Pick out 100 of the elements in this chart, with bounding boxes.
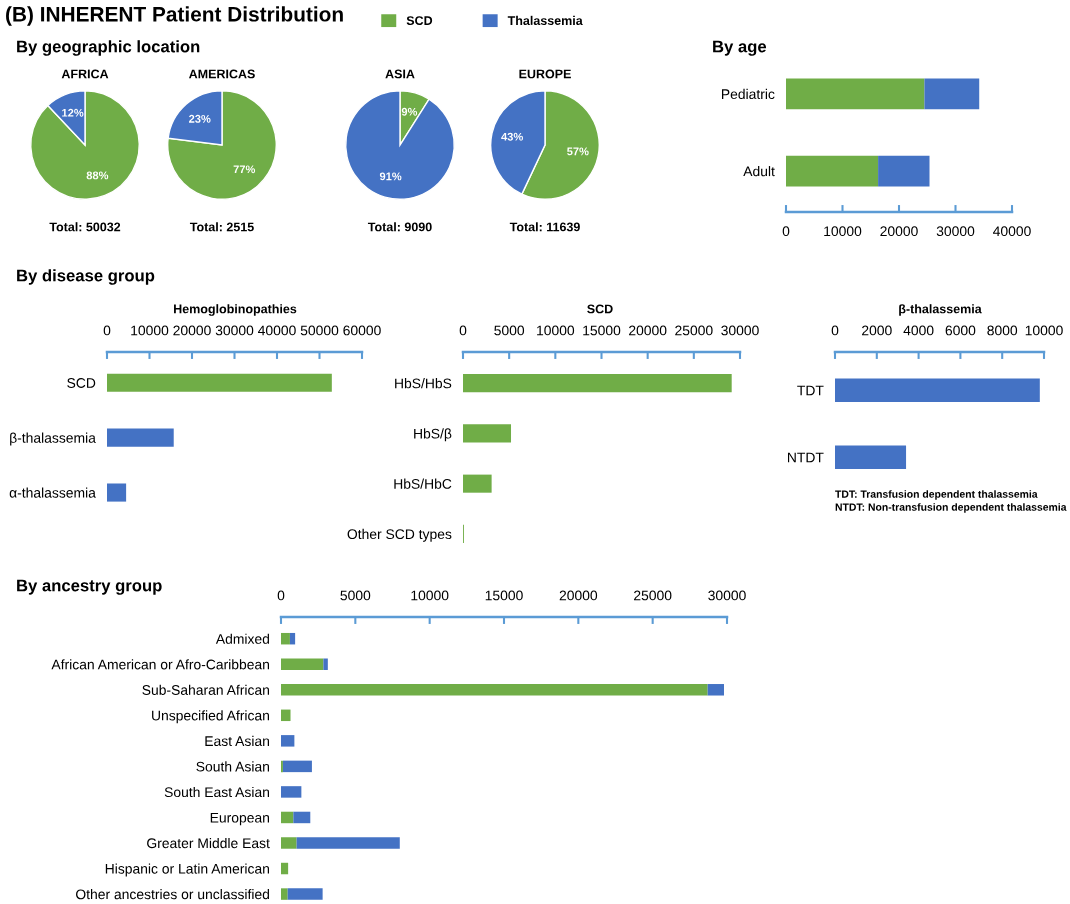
x-tick-label: 30000 xyxy=(215,325,254,336)
y-tick-label: East Asian xyxy=(205,735,269,747)
bar xyxy=(107,483,127,502)
y-tick-label: African American or Afro-Caribbean xyxy=(51,659,269,670)
x-tick-label: 0 xyxy=(459,325,467,336)
y-tick-label: HbS/HbC xyxy=(394,478,452,489)
pie-slice xyxy=(30,90,140,200)
y-tick-label: TDT xyxy=(797,385,824,396)
chart-title: β-thalassemia xyxy=(899,304,982,316)
bar xyxy=(293,811,311,824)
chart-title: SCD xyxy=(587,304,613,314)
text: NTDT: Non-transfusion dependent thalassemia xyxy=(835,503,1067,513)
x-tick-label: 40000 xyxy=(258,325,296,336)
x-tick-label: 8000 xyxy=(987,325,1018,336)
x-tick-label: 10000 xyxy=(131,325,169,336)
y-tick-label: South Asian xyxy=(196,761,269,772)
y-tick-label: Hispanic or Latin American xyxy=(105,863,269,877)
text: Total: 2515 xyxy=(189,222,254,232)
data-label: 9% xyxy=(401,107,418,116)
y-tick-label: Sub-Saharan African xyxy=(142,684,269,695)
x-tick-label: 20000 xyxy=(880,226,918,237)
bar xyxy=(878,155,930,187)
y-tick-label: α-thalassemia xyxy=(9,487,96,498)
bar xyxy=(107,373,332,392)
x-tick-label: 10000 xyxy=(411,590,449,601)
bar xyxy=(786,78,925,110)
bar xyxy=(281,837,297,849)
y-tick-label: Admixed xyxy=(215,633,269,644)
bar xyxy=(707,684,725,696)
x-tick-label: 0 xyxy=(782,226,790,237)
text: Total: 50032 xyxy=(49,222,121,232)
text: By geographic location xyxy=(17,40,200,56)
pie-slice xyxy=(345,90,455,200)
y-tick-label: NTDT xyxy=(788,452,824,463)
y-tick-label: Unspecified African xyxy=(152,710,269,724)
x-tick-label: 20000 xyxy=(173,325,211,336)
bar xyxy=(281,709,291,722)
data-label: 91% xyxy=(379,172,402,181)
bar xyxy=(281,786,302,798)
bar xyxy=(281,888,288,900)
bar xyxy=(281,811,294,824)
data-label: 77% xyxy=(233,165,256,174)
chart-subtitle: By age xyxy=(713,40,767,56)
y-tick-label: Other SCD types xyxy=(347,528,452,542)
data-label: 57% xyxy=(567,147,589,156)
x-tick-label: 5000 xyxy=(340,590,371,601)
x-tick-label: 20000 xyxy=(559,590,598,601)
x-tick-label: 30000 xyxy=(936,226,975,237)
text: (B) INHERENT Patient Distribution xyxy=(6,6,343,26)
chart-title: Hemoglobinopathies xyxy=(174,304,297,316)
x-tick-label: 20000 xyxy=(629,325,667,336)
bar xyxy=(107,428,174,447)
x-tick-label: 4000 xyxy=(903,325,934,336)
chart-title: ASIA xyxy=(385,69,415,79)
y-tick-label: HbS/β xyxy=(414,428,452,442)
x-tick-label: 10000 xyxy=(537,325,575,336)
y-tick-label: HbS/HbS xyxy=(395,378,452,389)
text: Total: 9090 xyxy=(367,222,432,232)
chart-title: AMERICAS xyxy=(188,69,255,79)
x-tick-label: 10000 xyxy=(1025,325,1063,336)
y-tick-label: Pediatric xyxy=(721,88,775,100)
x-tick-label: 60000 xyxy=(343,325,381,336)
x-tick-label: 30000 xyxy=(708,590,746,601)
x-tick-label: 25000 xyxy=(675,325,713,336)
text: By ancestry group xyxy=(17,579,162,595)
bar xyxy=(323,658,328,670)
chart-subtitle: By disease group xyxy=(17,269,155,285)
bar xyxy=(287,888,323,900)
x-tick-label: 50000 xyxy=(300,325,339,336)
x-tick-label: 15000 xyxy=(583,325,621,336)
data-label: 23% xyxy=(189,114,211,123)
annotation: TDT: Transfusion dependent thalassemia xyxy=(835,490,1038,500)
y-tick-label: β-thalassemia xyxy=(10,432,96,446)
bar xyxy=(281,684,708,696)
text: Total: 11639 xyxy=(509,222,580,232)
y-tick-label: Other ancestries or unclassified xyxy=(76,889,270,900)
bar xyxy=(281,632,290,645)
y-tick-label: Greater Middle East xyxy=(147,837,270,849)
bar xyxy=(463,374,732,393)
text: AFRICA xyxy=(61,69,109,79)
pie-slice xyxy=(167,90,277,200)
x-tick-label: 0 xyxy=(277,590,285,601)
bar xyxy=(786,155,879,187)
bar xyxy=(282,760,312,773)
data-label: 43% xyxy=(501,132,523,141)
x-tick-label: 0 xyxy=(831,325,839,336)
y-tick-label: Adult xyxy=(743,166,775,177)
bar xyxy=(289,632,296,645)
y-tick-label: SCD xyxy=(67,378,96,388)
bar xyxy=(296,837,400,849)
y-tick-label: South East Asian xyxy=(164,786,269,798)
x-tick-label: 2000 xyxy=(862,325,892,336)
x-tick-label: 40000 xyxy=(993,226,1031,237)
data-label: 88% xyxy=(86,171,109,180)
x-tick-label: 5000 xyxy=(494,325,525,336)
data-label: 12% xyxy=(62,108,84,117)
bar xyxy=(463,474,492,493)
x-tick-label: 0 xyxy=(103,325,111,336)
bar xyxy=(463,424,512,443)
x-tick-label: 15000 xyxy=(485,590,523,601)
